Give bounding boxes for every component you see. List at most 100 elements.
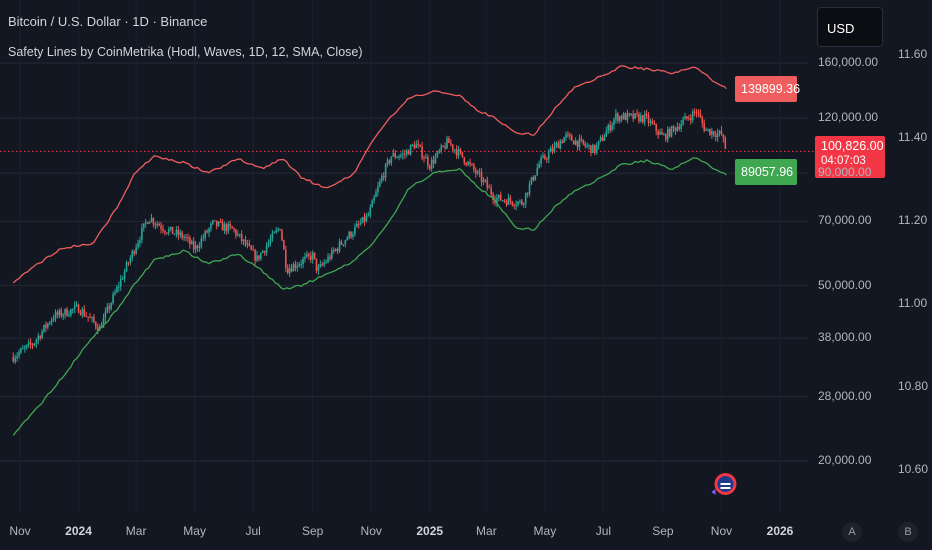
candle-body — [503, 200, 506, 202]
candle-body — [321, 264, 324, 266]
currency-button[interactable]: USD — [817, 7, 883, 47]
log-scale-button[interactable]: B — [898, 522, 918, 542]
candle-body — [403, 153, 406, 155]
candle-body — [647, 115, 650, 123]
candle-body — [254, 249, 256, 261]
candle-body — [102, 317, 105, 328]
candle-body — [200, 238, 203, 247]
candle-body — [68, 315, 70, 317]
candle-body — [361, 216, 364, 223]
candle-body — [194, 245, 197, 250]
candle-body — [396, 157, 398, 159]
candle-body — [181, 232, 183, 238]
symbol-title[interactable]: Bitcoin / U.S. Dollar · 1D · Binance — [8, 14, 208, 29]
candle-body — [373, 197, 375, 201]
candle-body — [643, 113, 646, 122]
candle-body — [219, 221, 222, 223]
candle-body — [215, 220, 218, 227]
candle-body — [202, 237, 205, 239]
time-tick-label: 2025 — [416, 524, 444, 538]
candle-body — [653, 123, 656, 125]
candle-body — [273, 231, 276, 234]
price-tick-label: 38,000.00 — [818, 330, 872, 345]
candle-body — [580, 138, 583, 140]
candle-body — [638, 114, 640, 122]
candle-body — [724, 138, 727, 149]
candle-body — [722, 134, 725, 139]
candle-body — [448, 138, 450, 144]
candle-body — [158, 224, 160, 226]
candle-body — [707, 128, 709, 130]
candle-body — [703, 123, 705, 131]
candle-body — [521, 200, 523, 205]
candle-body — [697, 112, 700, 114]
candle-body — [348, 231, 350, 239]
candle-body — [563, 137, 565, 143]
candle-body — [258, 255, 260, 260]
candle-body — [434, 156, 437, 164]
candle-body — [106, 306, 109, 312]
candle-body — [716, 133, 719, 138]
candle-body — [450, 143, 452, 145]
candle-body — [398, 156, 400, 158]
candle-body — [530, 177, 533, 184]
candle-body — [586, 145, 588, 147]
candle-body — [421, 146, 423, 158]
log-tick-label: 10.60 — [898, 462, 929, 476]
candle-body — [346, 238, 349, 241]
candle-body — [281, 230, 283, 241]
candle-body — [599, 137, 602, 141]
candle-body — [148, 221, 151, 224]
candle-body — [544, 155, 546, 159]
candle-body — [534, 175, 537, 181]
candle-body — [231, 226, 233, 229]
candle-body — [363, 216, 366, 222]
indicator-legend[interactable]: Safety Lines by CoinMetrika (Hodl, Waves… — [8, 45, 363, 59]
candle-body — [175, 229, 178, 234]
bar-countdown: 04:07:03 — [821, 155, 866, 167]
candle-body — [695, 112, 698, 114]
candle-body — [22, 348, 24, 350]
candle-body — [250, 245, 253, 250]
candle-body — [442, 145, 444, 147]
candle-body — [196, 245, 199, 248]
candle-body — [225, 224, 228, 232]
candle-body — [133, 250, 135, 254]
candle-body — [645, 113, 648, 116]
candle-body — [325, 261, 327, 263]
candlestick-series — [12, 108, 727, 365]
event-marker[interactable] — [711, 473, 737, 495]
candle-body — [164, 230, 166, 233]
candle-body — [313, 252, 316, 259]
candle-body — [475, 169, 477, 174]
candle-body — [70, 309, 72, 316]
candle-body — [357, 223, 360, 225]
candle-body — [71, 308, 74, 310]
candle-body — [75, 304, 78, 306]
price-tick-label: 20,000.00 — [818, 453, 872, 467]
candle-body — [229, 223, 231, 227]
candle-body — [121, 278, 124, 280]
candle-body — [235, 229, 237, 236]
time-tick-label: Nov — [360, 524, 382, 538]
candle-body — [213, 220, 216, 222]
candle-body — [615, 113, 617, 120]
candle-body — [522, 203, 525, 205]
log-tick-label: 11.60 — [898, 47, 928, 61]
candle-body — [427, 157, 429, 166]
candle-body — [515, 204, 517, 206]
auto-scale-button[interactable]: A — [842, 522, 862, 542]
candle-body — [283, 240, 285, 250]
candle-body — [620, 116, 623, 120]
candle-body — [455, 149, 458, 156]
candle-body — [123, 271, 126, 279]
safety-lines — [12, 65, 727, 436]
candle-body — [469, 162, 471, 164]
upper-line-value-tag: 139899.36 — [735, 76, 800, 102]
candle-body — [549, 148, 552, 153]
candle-body — [461, 151, 464, 158]
time-tick-label: Sep — [301, 524, 324, 538]
candle-body — [210, 223, 212, 229]
candle-body — [394, 153, 397, 158]
